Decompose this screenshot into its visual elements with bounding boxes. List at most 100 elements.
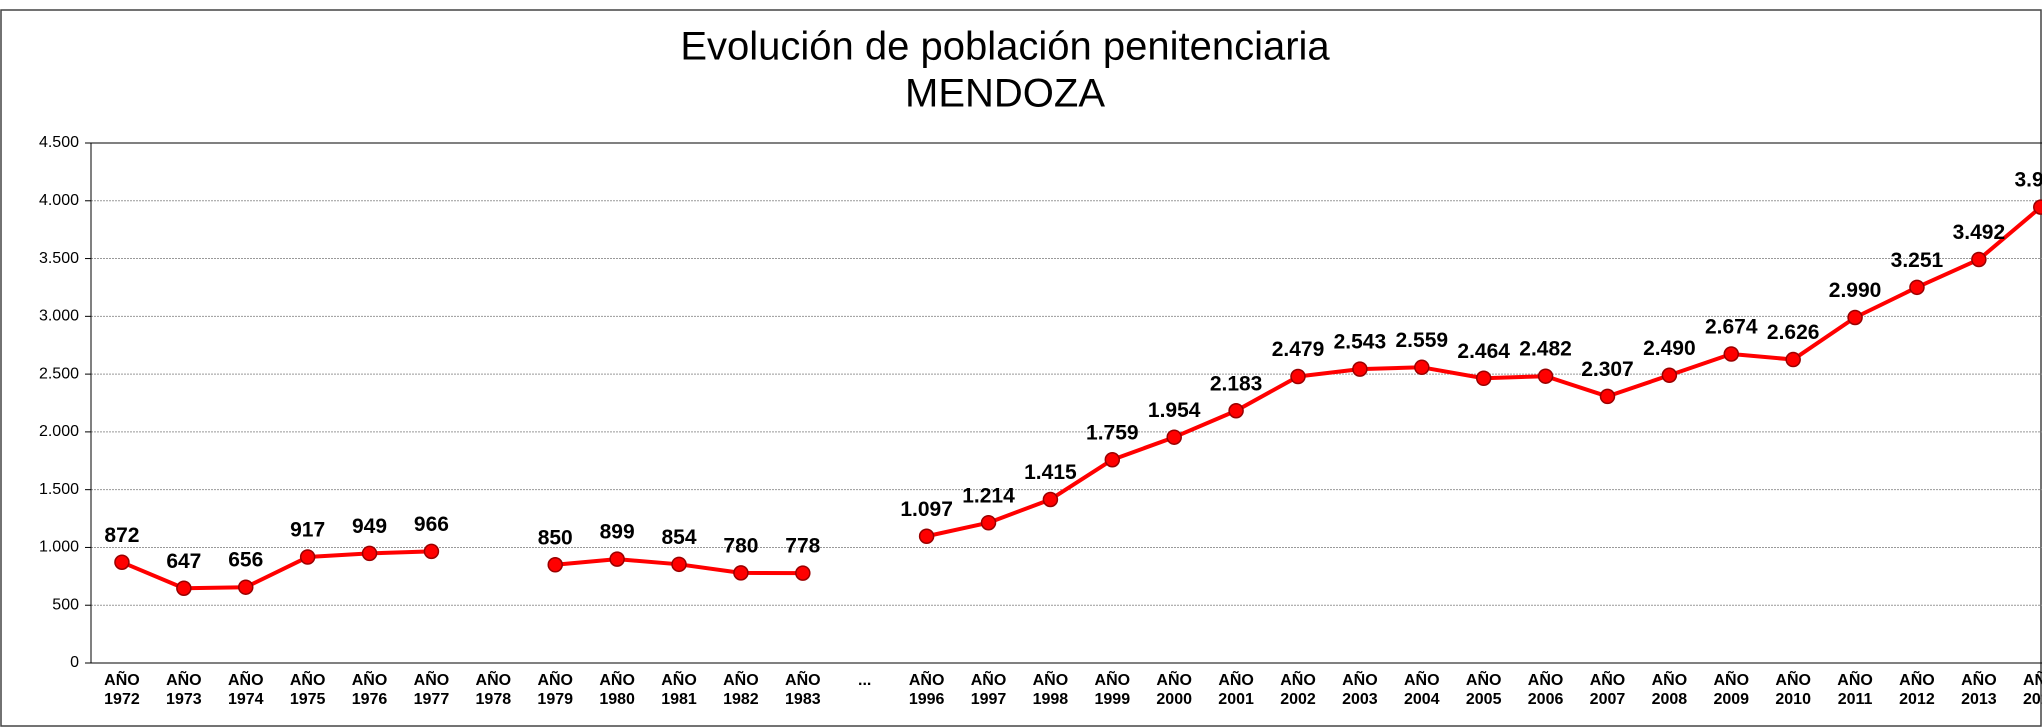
x-tick-label: AÑO 1974 xyxy=(227,672,264,708)
point xyxy=(1537,368,1554,384)
data-label: 2.490 xyxy=(1643,337,1696,360)
y-tick-label: 3.500 xyxy=(39,250,79,267)
point xyxy=(1723,346,1740,362)
point xyxy=(114,554,130,570)
data-label: 899 xyxy=(600,521,635,544)
point xyxy=(299,549,316,565)
data-label: 2.482 xyxy=(1519,338,1572,361)
data-label: 2.183 xyxy=(1210,372,1263,395)
x-tick-label: AÑO 2001 xyxy=(1218,672,1254,708)
chart-title: Evolución de población penitenciaria xyxy=(680,25,1330,69)
x-tick-label: AÑO 1976 xyxy=(351,672,388,708)
x-tick-label: AÑO 1998 xyxy=(1032,672,1069,708)
x-tick-label: AÑO 1972 xyxy=(104,672,140,708)
data-label: 966 xyxy=(414,513,449,536)
x-tick-label: AÑO 1997 xyxy=(970,672,1007,708)
data-label: 780 xyxy=(723,534,758,557)
x-tick-label: AÑO 2008 xyxy=(1651,672,1688,708)
y-tick-label: 1.000 xyxy=(39,539,79,556)
data-label: 850 xyxy=(538,526,573,549)
x-tick-label: AÑO 1999 xyxy=(1094,672,1131,708)
point xyxy=(1475,370,1492,387)
x-tick-label: AÑO 2006 xyxy=(1527,672,1564,708)
x-tick-label: AÑO 1982 xyxy=(723,672,759,708)
point xyxy=(609,551,625,567)
chart-subtitle: MENDOZA xyxy=(905,72,1105,116)
point xyxy=(1785,351,1801,368)
x-tick-label: AÑO 2005 xyxy=(1465,672,1502,708)
data-label: 1.097 xyxy=(900,498,953,521)
data-label: 1.759 xyxy=(1086,421,1139,444)
x-tick-label: AÑO 2010 xyxy=(1775,672,1811,708)
x-tick-label: AÑO 1981 xyxy=(661,672,697,708)
point xyxy=(547,557,563,573)
data-label: 3.945 xyxy=(2014,169,2042,192)
data-label: 656 xyxy=(228,549,263,572)
x-tick-label: AÑO 1975 xyxy=(289,672,326,708)
data-label: 854 xyxy=(662,526,697,549)
y-tick-label: 2.500 xyxy=(39,365,79,382)
data-label: 2.307 xyxy=(1581,358,1634,381)
data-label: 949 xyxy=(352,515,387,538)
x-tick-label: AÑO 2003 xyxy=(1342,672,1378,708)
x-tick-label: AÑO 1980 xyxy=(599,672,635,708)
data-label: 1.415 xyxy=(1024,461,1077,484)
series-line xyxy=(121,205,2042,591)
data-label: 778 xyxy=(785,535,820,558)
point xyxy=(980,514,997,531)
data-label: 2.479 xyxy=(1272,338,1325,361)
point xyxy=(176,580,192,596)
x-tick-label: AÑO 2014 xyxy=(2022,672,2042,708)
point xyxy=(1847,309,1863,326)
x-tick-label: AÑO 1973 xyxy=(166,672,202,708)
chart-frame xyxy=(0,9,2042,727)
x-tick-label: AÑO 1983 xyxy=(785,672,821,708)
y-tick-label: 4.000 xyxy=(39,192,79,209)
data-label: 2.674 xyxy=(1705,316,1758,339)
point xyxy=(1042,491,1059,508)
data-label: 2.559 xyxy=(1396,329,1449,352)
point xyxy=(1352,361,1368,377)
data-label: 2.990 xyxy=(1829,279,1882,302)
point xyxy=(237,579,254,595)
x-tick-label: AÑO 2002 xyxy=(1280,672,1316,708)
data-label: 1.954 xyxy=(1148,399,1201,422)
point xyxy=(671,556,687,573)
x-tick-label: ... xyxy=(858,672,872,689)
x-tick-label: AÑO 1979 xyxy=(537,672,574,708)
y-tick-label: 2.000 xyxy=(39,423,79,440)
x-tick-label: AÑO 2004 xyxy=(1403,672,1440,708)
point xyxy=(1228,402,1244,419)
data-label: 2.543 xyxy=(1334,331,1387,354)
point xyxy=(361,545,378,562)
x-tick-label: AÑO 1977 xyxy=(413,672,450,708)
x-tick-label: AÑO 2011 xyxy=(1837,672,1873,708)
x-tick-label: AÑO 2000 xyxy=(1156,672,1192,708)
point xyxy=(1909,279,1925,296)
x-tick-label: AÑO 1978 xyxy=(475,672,512,708)
x-tick-label: AÑO 2013 xyxy=(1961,672,1997,708)
point xyxy=(1104,451,1121,468)
x-tick-label: AÑO 1996 xyxy=(908,672,945,708)
data-label: 872 xyxy=(104,524,139,547)
y-tick-label: 0 xyxy=(70,654,79,671)
y-tick-label: 500 xyxy=(52,596,79,613)
point xyxy=(1599,388,1616,405)
data-label: 2.626 xyxy=(1767,321,1820,344)
point xyxy=(795,565,811,581)
data-label: 917 xyxy=(290,519,325,542)
point xyxy=(1290,368,1306,385)
point xyxy=(2033,199,2042,215)
x-tick-label: AÑO 2012 xyxy=(1899,672,1935,708)
point xyxy=(733,565,749,581)
point xyxy=(1166,429,1182,445)
x-tick-label: AÑO 2007 xyxy=(1589,672,1626,708)
point xyxy=(918,528,935,544)
point xyxy=(423,543,440,560)
point xyxy=(1414,359,1430,376)
data-label: 3.492 xyxy=(1953,221,2006,244)
data-label: 2.464 xyxy=(1457,340,1510,363)
y-tick-label: 3.000 xyxy=(39,308,79,325)
